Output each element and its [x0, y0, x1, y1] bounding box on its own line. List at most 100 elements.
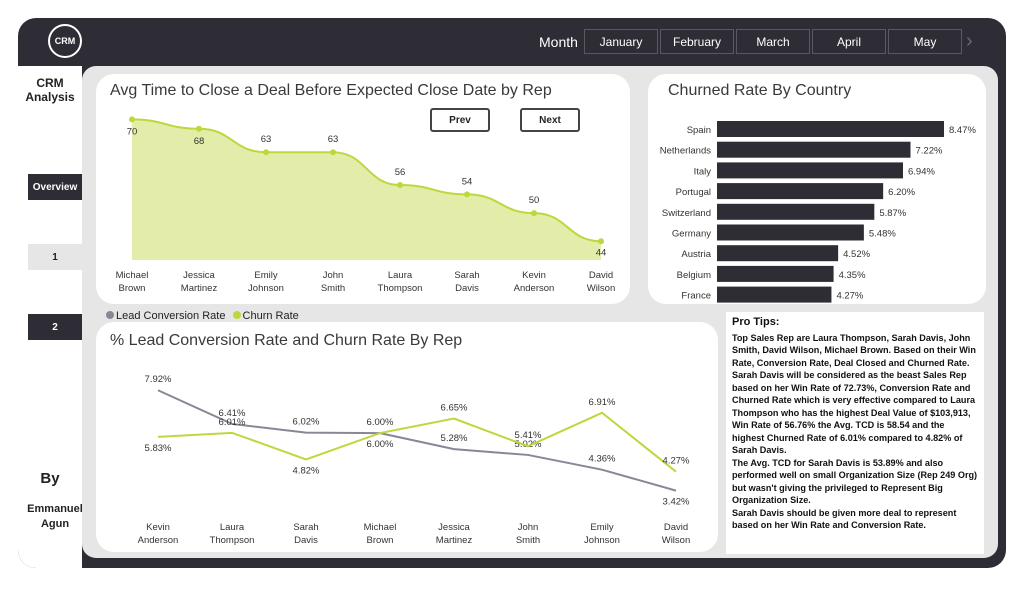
pro-tips-panel: Pro Tips: Top Sales Rep are Laura Thomps… — [726, 312, 984, 554]
bar-category-label: Portugal — [676, 187, 711, 198]
author-by-label: By — [40, 470, 60, 487]
area-point — [129, 116, 135, 123]
line-x-tick: Sarah — [293, 522, 318, 533]
line-x-tick: Smith — [516, 535, 540, 546]
line-x-tick: David — [664, 522, 688, 533]
area-point — [397, 182, 403, 188]
prev-button[interactable]: Prev — [430, 108, 490, 132]
line-data-label: 5.83% — [145, 443, 172, 454]
line-x-tick: Kevin — [146, 522, 170, 533]
line-x-tick: Laura — [220, 522, 245, 533]
area-point — [598, 238, 604, 245]
area-data-label: 68 — [194, 136, 205, 147]
next-button[interactable]: Next — [520, 108, 580, 132]
area-x-tick: Brown — [119, 283, 146, 294]
legend-churn-rate: Churn Rate — [242, 310, 299, 322]
nav-overview-button[interactable]: Overview — [28, 174, 82, 200]
bar-category-label: Germany — [672, 229, 711, 240]
month-tab-february[interactable]: February — [660, 29, 734, 54]
area-x-tick: Laura — [388, 270, 413, 281]
chevron-right-icon[interactable]: › — [966, 30, 973, 52]
line-data-label: 6.91% — [589, 397, 616, 408]
conversion-title: % Lead Conversion Rate and Churn Rate By… — [110, 332, 463, 349]
bar-value-label: 7.22% — [915, 146, 942, 157]
bar — [717, 245, 839, 262]
area-x-tick: Michael — [116, 270, 149, 281]
area-x-tick: Smith — [321, 283, 345, 294]
churn-country-chart: Spain 8.47% Netherlands 7.22% Italy 6.94% Port… — [660, 121, 976, 303]
pro-tip-3: The Avg. TCD for Sarah Davis is 53.89% a… — [732, 457, 978, 506]
line-x-tick: Michael — [364, 522, 397, 533]
avg-time-chart: 70 Michael Brown 68 Jessica Martinez 63 Emily Jo… — [116, 116, 616, 294]
line-data-label: 7.92% — [145, 374, 172, 385]
line-x-tick: Wilson — [662, 535, 691, 546]
nav-page-2-button[interactable]: 2 — [28, 314, 82, 340]
bar-category-label: Belgium — [677, 270, 711, 281]
area-x-tick: Wilson — [587, 283, 616, 294]
bar-value-label: 4.27% — [836, 291, 863, 302]
line-data-label: 6.02% — [293, 417, 320, 428]
bar — [717, 162, 903, 179]
area-x-tick: Thompson — [378, 283, 423, 294]
area-x-tick: Emily — [254, 270, 277, 281]
bar-value-label: 4.35% — [839, 270, 866, 281]
bar — [717, 183, 884, 200]
area-line — [131, 118, 602, 243]
area-point — [330, 149, 336, 156]
line-data-label: 3.42% — [663, 497, 690, 508]
area-point — [263, 149, 269, 156]
pro-tip-1: Top Sales Rep are Laura Thompson, Sarah … — [732, 332, 976, 368]
month-tab-april[interactable]: April — [812, 29, 886, 54]
conversion-chart: 7.92% 6.41% 6.02% 6.00% 5.28% 5.02% 4.36% 3.42%… — [138, 374, 691, 546]
sidebar: CRM Analysis Overview 1 2 By Emmanuel Ag… — [18, 66, 83, 568]
bar — [717, 141, 911, 158]
area-x-tick: Anderson — [514, 283, 555, 294]
area-x-tick: Davis — [455, 283, 479, 294]
area-x-tick: Jessica — [183, 270, 215, 281]
area-data-label: 70 — [127, 126, 138, 137]
month-tab-january[interactable]: January — [584, 29, 658, 54]
line-x-tick: Johnson — [584, 535, 620, 546]
line-series-lead-conversion — [157, 389, 677, 492]
line-data-label: 5.41% — [515, 430, 542, 441]
line-data-label: 4.36% — [589, 454, 616, 465]
area-fill — [132, 119, 601, 260]
area-data-label: 63 — [261, 134, 272, 145]
area-point — [531, 210, 537, 217]
line-x-tick: Anderson — [138, 535, 179, 546]
line-data-label: 6.41% — [219, 408, 246, 419]
bar-category-label: Spain — [687, 125, 711, 136]
line-data-label: 6.00% — [367, 417, 394, 428]
churn-country-card: Churned Rate By Country Spain 8.47% Nether… — [648, 74, 986, 304]
bar — [717, 286, 832, 303]
line-x-tick: Martinez — [436, 535, 473, 546]
avg-time-card: Avg Time to Close a Deal Before Expected… — [96, 74, 630, 304]
bar-category-label: Netherlands — [660, 146, 711, 157]
line-x-tick: Emily — [590, 522, 613, 533]
area-data-label: 56 — [395, 167, 406, 178]
line-data-label: 5.28% — [441, 433, 468, 444]
area-x-tick: Martinez — [181, 283, 218, 294]
bar-value-label: 5.48% — [869, 229, 896, 240]
bar-value-label: 5.87% — [879, 208, 906, 219]
area-point — [196, 125, 202, 132]
month-tab-may[interactable]: May — [888, 29, 962, 54]
area-data-label: 54 — [462, 176, 473, 187]
bar-category-label: Italy — [694, 166, 712, 177]
bar-category-label: Switzerland — [662, 208, 711, 219]
area-x-tick: Johnson — [248, 283, 284, 294]
month-tab-march[interactable]: March — [736, 29, 810, 54]
line-x-tick: Brown — [367, 535, 394, 546]
line-x-tick: Jessica — [438, 522, 470, 533]
sidebar-title: CRM Analysis — [25, 76, 75, 104]
line-x-tick: John — [518, 522, 539, 533]
line-x-tick: Davis — [294, 535, 318, 546]
conversion-legend: Lead Conversion Rate Churn Rate — [106, 310, 299, 322]
dashboard-frame: CRM Month January February March April M… — [18, 18, 1006, 568]
crm-logo-icon: CRM — [48, 24, 82, 58]
author-name: Emmanuel Agun — [27, 503, 83, 530]
line-data-label: 4.27% — [663, 456, 690, 467]
bar-value-label: 8.47% — [949, 125, 976, 136]
nav-page-1-button[interactable]: 1 — [28, 244, 82, 270]
line-data-label: 6.01% — [219, 417, 246, 428]
